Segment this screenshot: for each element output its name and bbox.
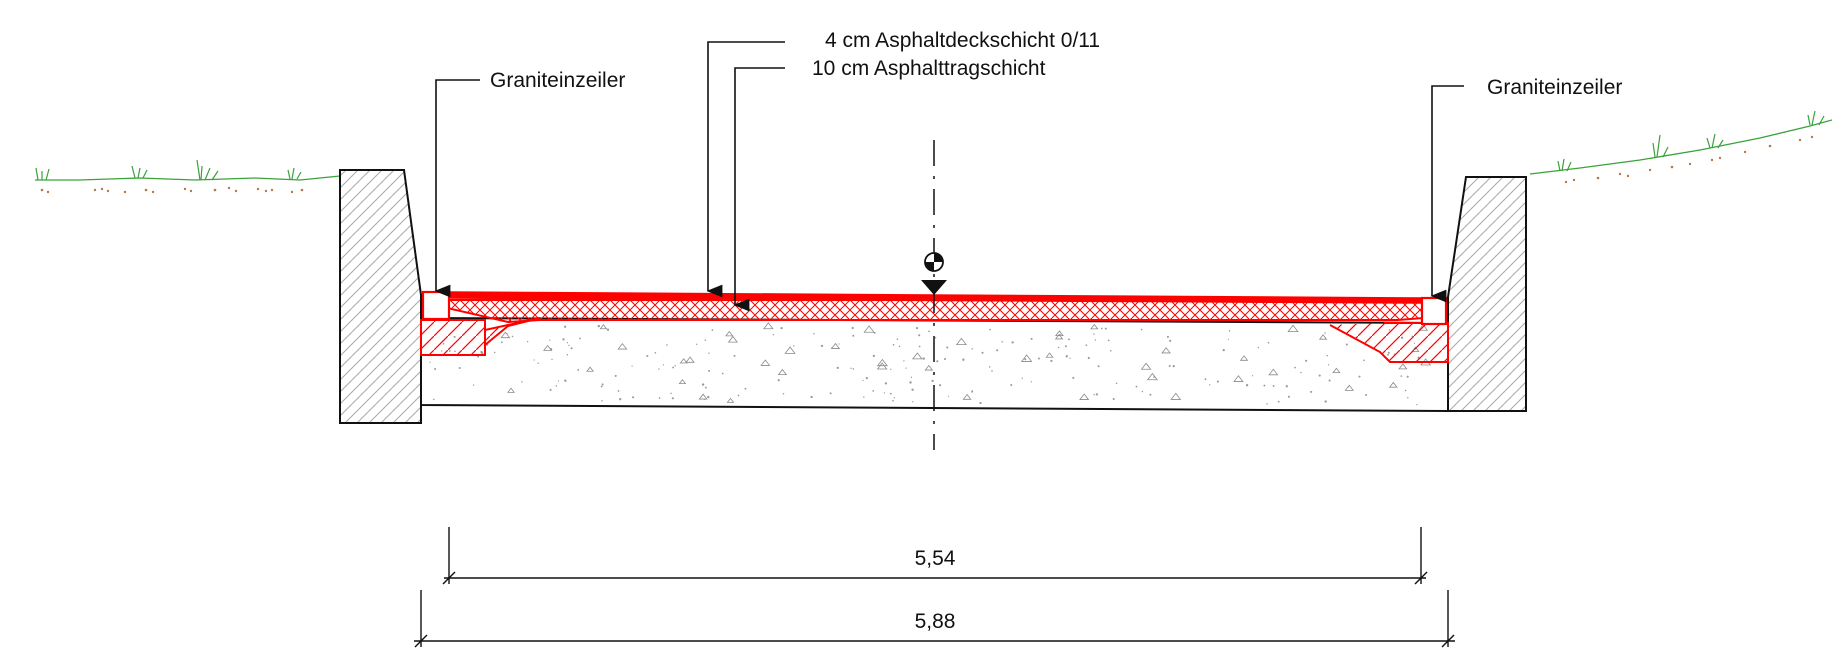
- grass-left: [35, 159, 341, 194]
- grass-right: [1529, 110, 1832, 184]
- gravel-base-layer: [420, 316, 1449, 413]
- dimension-inner: [442, 527, 1428, 585]
- dimension-inner-value: 5,54: [915, 547, 956, 570]
- asphalt-base-course: [446, 299, 1425, 324]
- granite-curb-left: [421, 290, 451, 321]
- leader-lines: [434, 41, 1464, 312]
- dimension-outer: [414, 590, 1455, 648]
- curb-foundation-left: [420, 317, 541, 356]
- retaining-wall-right: [1447, 176, 1527, 412]
- label-curb-right: Graniteinzeiler: [1487, 76, 1622, 99]
- retaining-wall-left: [339, 169, 422, 424]
- gravel-texture: [429, 322, 1433, 406]
- height-marker-symbol: [921, 252, 947, 295]
- label-base-course: 10 cm Asphalttragschicht: [812, 57, 1046, 80]
- label-curb-left: Graniteinzeiler: [490, 69, 625, 92]
- label-surface-course: 4 cm Asphaltdeckschicht 0/11: [825, 29, 1100, 52]
- dimension-outer-value: 5,88: [915, 610, 956, 633]
- granite-curb-right: [1420, 296, 1448, 326]
